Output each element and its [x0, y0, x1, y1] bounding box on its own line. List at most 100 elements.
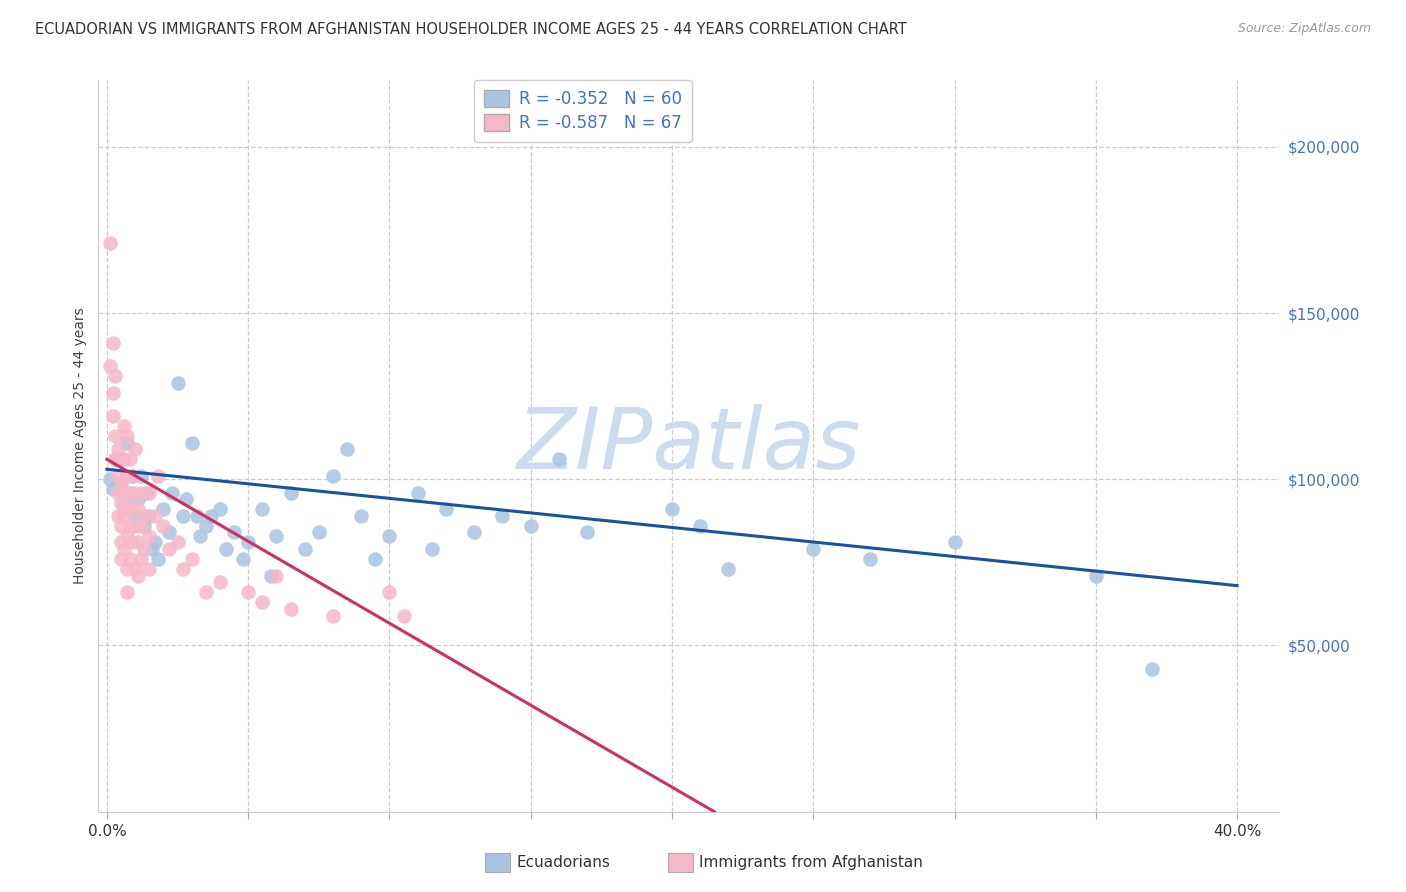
Point: [143, 508, 166, 523]
Point: [115, 529, 138, 543]
Point: [322, 469, 344, 483]
Text: ZIPatlas: ZIPatlas: [517, 404, 860, 488]
Point: [107, 508, 129, 523]
Point: [1084, 568, 1107, 582]
Point: [121, 469, 143, 483]
Point: [138, 485, 160, 500]
Point: [132, 542, 155, 557]
Point: [115, 502, 138, 516]
Point: [491, 508, 513, 523]
Point: [112, 452, 135, 467]
Point: [194, 518, 217, 533]
Point: [238, 585, 260, 599]
Point: [124, 518, 146, 533]
Point: [174, 492, 197, 507]
Point: [115, 562, 138, 576]
Point: [138, 529, 160, 543]
Point: [208, 575, 231, 590]
Point: [336, 442, 359, 457]
Point: [146, 552, 169, 566]
Point: [112, 508, 135, 523]
Point: [118, 485, 141, 500]
Point: [132, 518, 155, 533]
Point: [115, 435, 138, 450]
Point: [127, 492, 149, 507]
Point: [308, 525, 330, 540]
Point: [124, 442, 146, 457]
Point: [238, 535, 260, 549]
Point: [180, 552, 202, 566]
Point: [143, 535, 166, 549]
Point: [378, 585, 401, 599]
Point: [98, 236, 121, 251]
Point: [115, 429, 138, 443]
Point: [110, 495, 132, 509]
Point: [127, 535, 149, 549]
Point: [661, 502, 683, 516]
Point: [208, 502, 231, 516]
Point: [110, 518, 132, 533]
Point: [434, 502, 457, 516]
Point: [104, 369, 127, 384]
Point: [194, 585, 217, 599]
Point: [689, 518, 711, 533]
Point: [104, 452, 127, 467]
Point: [118, 452, 141, 467]
Point: [717, 562, 740, 576]
Point: [180, 435, 202, 450]
Point: [127, 568, 149, 582]
Point: [101, 335, 124, 350]
Point: [124, 508, 146, 523]
Point: [548, 452, 571, 467]
Point: [266, 568, 288, 582]
Point: [172, 562, 194, 576]
Point: [115, 585, 138, 599]
Point: [129, 469, 152, 483]
Point: [188, 529, 211, 543]
Point: [129, 518, 152, 533]
Point: [214, 542, 236, 557]
Point: [266, 529, 288, 543]
Point: [112, 495, 135, 509]
Point: [104, 429, 127, 443]
Point: [859, 552, 882, 566]
Point: [101, 409, 124, 423]
Point: [112, 485, 135, 500]
Point: [519, 518, 541, 533]
Point: [322, 608, 344, 623]
Point: [107, 469, 129, 483]
Point: [801, 542, 824, 557]
Point: [146, 469, 169, 483]
Point: [101, 482, 124, 496]
Point: [107, 485, 129, 500]
Point: [166, 535, 188, 549]
Point: [124, 562, 146, 576]
Point: [98, 359, 121, 374]
Point: [110, 475, 132, 490]
Point: [420, 542, 443, 557]
Point: [200, 508, 222, 523]
Point: [186, 508, 208, 523]
Point: [127, 502, 149, 516]
Point: [121, 502, 143, 516]
Text: ECUADORIAN VS IMMIGRANTS FROM AFGHANISTAN HOUSEHOLDER INCOME AGES 25 - 44 YEARS : ECUADORIAN VS IMMIGRANTS FROM AFGHANISTA…: [35, 22, 907, 37]
Point: [392, 608, 415, 623]
Point: [294, 542, 316, 557]
Point: [1142, 662, 1164, 676]
Point: [152, 518, 174, 533]
Point: [138, 562, 160, 576]
Point: [118, 552, 141, 566]
Point: [252, 502, 274, 516]
Point: [364, 552, 387, 566]
Point: [112, 419, 135, 434]
Point: [231, 552, 253, 566]
Point: [172, 508, 194, 523]
Point: [160, 485, 183, 500]
Point: [406, 485, 429, 500]
Point: [110, 475, 132, 490]
Point: [166, 376, 188, 390]
Text: Ecuadorians: Ecuadorians: [516, 855, 610, 870]
Point: [121, 469, 143, 483]
Point: [104, 452, 127, 467]
Point: [152, 502, 174, 516]
